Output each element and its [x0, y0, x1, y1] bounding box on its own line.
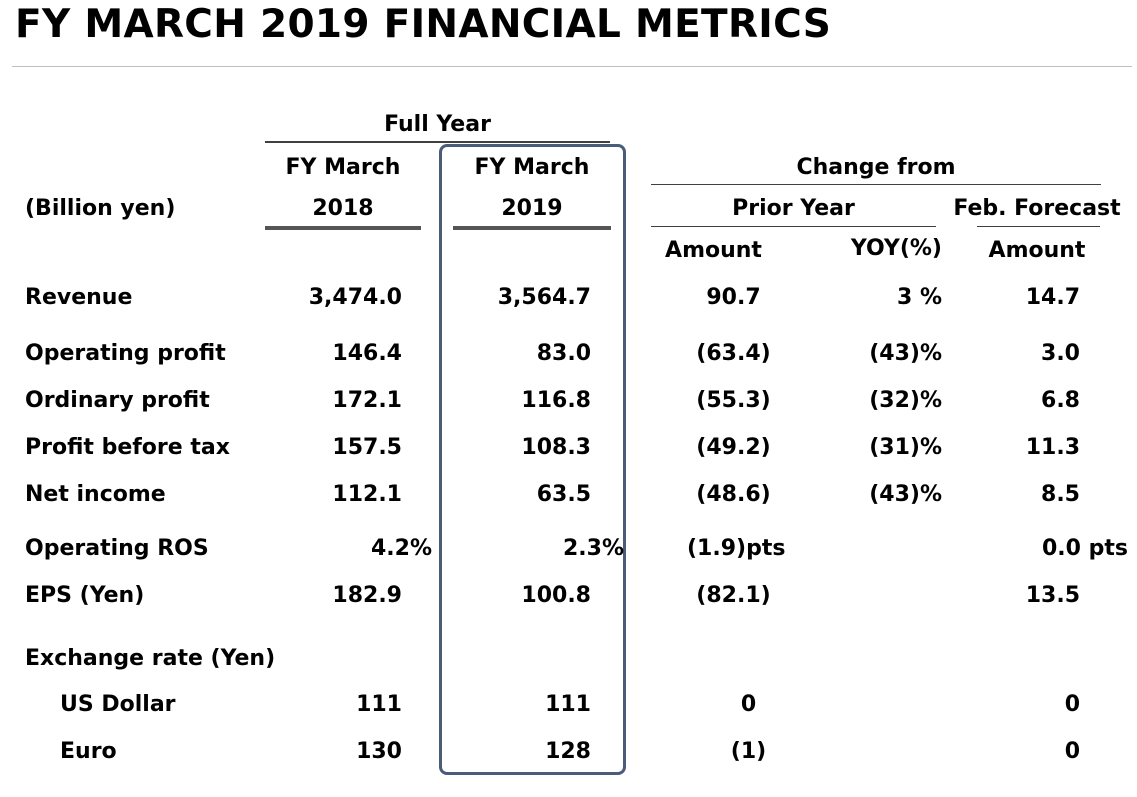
title-divider	[12, 66, 1132, 67]
row-label: Operating ROS	[25, 536, 209, 561]
cell-fy2018: 111	[356, 692, 402, 717]
row-label: EPS (Yen)	[25, 583, 145, 608]
header-fy2018-line2: 2018	[312, 196, 374, 221]
cell-py-amount: (1)	[730, 739, 767, 764]
cell-fy2019: 83.0	[536, 341, 591, 366]
cell-fy2019: 100.8	[521, 583, 591, 608]
cell-fy2018: 146.4	[332, 341, 402, 366]
header-full-year: Full Year	[384, 112, 491, 137]
cell-fy2019: 116.8	[521, 388, 591, 413]
header-fy2019-line1: FY March	[474, 155, 590, 180]
row-label: US Dollar	[60, 692, 176, 717]
cell-fy2018: 3,474.0	[308, 285, 402, 310]
row-label: Operating profit	[25, 341, 226, 366]
cell-fy2019: 2.3%	[562, 536, 624, 561]
cell-fy2019: 111	[545, 692, 591, 717]
cell-ff-amount: 3.0	[1041, 341, 1080, 366]
cell-yoy: (43)%	[869, 482, 942, 507]
cell-fy2018: 182.9	[332, 583, 402, 608]
row-label: Profit before tax	[25, 435, 230, 460]
section-label-exchange-rate: Exchange rate (Yen)	[25, 646, 276, 671]
cell-ff-amount: 0.0 pts	[1042, 536, 1128, 561]
cell-py-amount: 90.7	[706, 285, 761, 310]
row-label: Ordinary profit	[25, 388, 210, 413]
cell-ff-amount: 6.8	[1041, 388, 1080, 413]
fy2019-highlight-frame	[439, 144, 626, 775]
cell-ff-amount: 8.5	[1041, 482, 1080, 507]
full-year-underline	[265, 141, 610, 143]
header-prior-year: Prior Year	[732, 196, 855, 221]
feb-forecast-underline	[977, 226, 1100, 227]
cell-fy2019: 3,564.7	[497, 285, 591, 310]
row-label: Revenue	[25, 285, 133, 310]
cell-ff-amount: 0	[1064, 739, 1080, 764]
cell-py-amount: (49.2)	[696, 435, 771, 460]
cell-fy2018: 172.1	[332, 388, 402, 413]
row-label: Net income	[25, 482, 166, 507]
cell-py-amount: (48.6)	[696, 482, 771, 507]
cell-yoy: (31)%	[869, 435, 942, 460]
cell-ff-amount: 11.3	[1025, 435, 1080, 460]
cell-py-amount: (82.1)	[696, 583, 771, 608]
page-title: FY MARCH 2019 FINANCIAL METRICS	[15, 2, 832, 47]
cell-ff-amount: 0	[1064, 692, 1080, 717]
header-change-from: Change from	[796, 155, 956, 180]
cell-fy2019: 63.5	[536, 482, 591, 507]
cell-yoy: 3 %	[896, 285, 942, 310]
cell-py-amount: (63.4)	[696, 341, 771, 366]
header-feb-forecast: Feb. Forecast	[953, 196, 1121, 221]
header-fy2018-line1: FY March	[285, 155, 401, 180]
cell-fy2018: 4.2%	[370, 536, 432, 561]
cell-yoy: (43)%	[869, 341, 942, 366]
change-from-underline	[651, 184, 1101, 185]
cell-fy2018: 112.1	[332, 482, 402, 507]
cell-ff-amount: 14.7	[1025, 285, 1080, 310]
cell-fy2019: 128	[545, 739, 591, 764]
row-label: Euro	[60, 739, 117, 764]
cell-fy2018: 157.5	[332, 435, 402, 460]
header-amount-forecast: Amount	[988, 238, 1086, 263]
cell-py-amount: (1.9)pts	[687, 536, 786, 561]
header-amount: Amount	[665, 238, 762, 263]
prior-year-underline	[651, 226, 936, 227]
cell-py-amount: (55.3)	[696, 388, 771, 413]
fy2019-underline	[453, 226, 611, 230]
cell-fy2018: 130	[356, 739, 402, 764]
cell-py-amount: 0	[740, 692, 757, 717]
header-yoy: YOY(%)	[850, 236, 942, 261]
unit-label: (Billion yen)	[25, 196, 176, 221]
cell-fy2019: 108.3	[521, 435, 591, 460]
header-fy2019-line2: 2019	[501, 196, 563, 221]
cell-ff-amount: 13.5	[1025, 583, 1080, 608]
cell-yoy: (32)%	[869, 388, 942, 413]
fy2018-underline	[265, 226, 421, 230]
